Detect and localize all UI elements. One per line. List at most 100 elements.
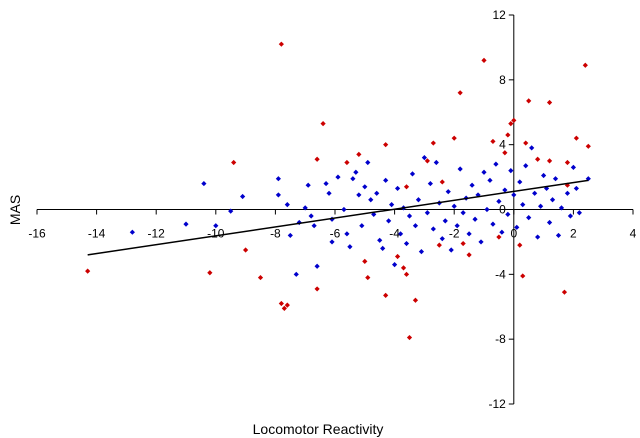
data-point-series-1 xyxy=(394,253,401,260)
data-point-series-1 xyxy=(505,132,511,138)
data-point-series-2 xyxy=(397,231,404,237)
data-point-series-2 xyxy=(511,192,517,198)
data-point-series-2 xyxy=(344,231,350,237)
data-point-series-2 xyxy=(368,197,374,203)
data-point-series-2 xyxy=(406,213,413,219)
data-point-series-1 xyxy=(535,156,541,162)
data-point-series-2 xyxy=(520,202,526,208)
y-tick-label: -4 xyxy=(495,267,506,281)
data-point-series-1 xyxy=(314,156,320,162)
x-axis-title: Locomotor Reactivity xyxy=(253,421,384,437)
data-point-series-2 xyxy=(558,205,565,211)
data-point-series-1 xyxy=(517,242,523,248)
data-point-series-2 xyxy=(517,179,523,185)
data-point-series-2 xyxy=(284,202,290,208)
data-point-series-2 xyxy=(374,190,380,196)
data-point-series-2 xyxy=(526,215,532,221)
data-point-series-1 xyxy=(546,99,553,106)
data-point-series-2 xyxy=(529,145,535,151)
data-point-series-1 xyxy=(231,159,237,166)
data-point-series-2 xyxy=(380,245,386,251)
data-point-series-1 xyxy=(281,305,287,311)
data-point-series-2 xyxy=(335,174,341,180)
data-point-series-1 xyxy=(257,274,264,281)
data-point-series-2 xyxy=(445,189,451,195)
x-tick-label: 0 xyxy=(510,227,517,241)
x-tick-label: -10 xyxy=(207,227,225,241)
data-point-series-2 xyxy=(383,177,389,183)
data-point-series-2 xyxy=(403,240,410,247)
data-point-series-2 xyxy=(287,232,293,239)
data-point-series-2 xyxy=(564,190,571,196)
data-point-series-1 xyxy=(383,292,389,299)
data-point-series-1 xyxy=(406,334,413,341)
data-point-series-1 xyxy=(207,270,213,276)
data-point-series-2 xyxy=(493,161,499,167)
data-point-series-1 xyxy=(356,151,362,157)
x-tick-label: 4 xyxy=(630,227,637,241)
data-point-series-2 xyxy=(549,197,556,203)
data-point-series-2 xyxy=(183,221,189,227)
data-point-series-2 xyxy=(353,169,359,175)
data-point-series-2 xyxy=(487,177,493,183)
data-point-series-1 xyxy=(526,98,532,104)
data-point-series-2 xyxy=(466,231,472,237)
data-point-series-2 xyxy=(323,180,329,187)
data-point-series-1 xyxy=(278,41,284,47)
data-point-series-2 xyxy=(442,218,448,224)
data-point-series-1 xyxy=(439,179,445,185)
data-point-series-2 xyxy=(347,244,353,250)
data-point-series-2 xyxy=(129,229,135,235)
data-point-series-2 xyxy=(433,159,439,166)
data-point-series-1 xyxy=(457,90,463,96)
data-point-series-2 xyxy=(499,229,505,235)
data-point-series-2 xyxy=(311,223,317,229)
data-point-series-2 xyxy=(275,192,281,198)
data-point-series-1 xyxy=(314,286,320,292)
y-tick-label: -8 xyxy=(495,332,506,346)
tick-labels: -16 -14 -12 -10 -8 -6 -4 -2 0 2 4 12 8 4 0 -4 -8 -12 xyxy=(28,8,636,411)
data-point-series-2 xyxy=(240,193,246,200)
data-point-series-2 xyxy=(228,208,234,214)
axes xyxy=(36,14,634,405)
x-tick-label: 2 xyxy=(570,227,577,241)
data-point-series-1 xyxy=(383,142,389,148)
data-point-series-1 xyxy=(502,150,508,156)
data-point-series-2 xyxy=(394,185,401,192)
data-point-series-2 xyxy=(439,236,445,242)
data-point-series-2 xyxy=(469,182,475,188)
x-tick-label: -8 xyxy=(270,227,281,241)
data-point-series-1 xyxy=(243,247,249,253)
data-point-series-1 xyxy=(508,120,514,127)
y-tick-label: 4 xyxy=(499,138,506,152)
data-point-series-2 xyxy=(460,210,466,216)
data-point-series-2 xyxy=(472,216,478,222)
data-point-series-1 xyxy=(460,240,466,247)
data-point-series-2 xyxy=(412,223,419,229)
data-point-series-1 xyxy=(320,120,326,127)
data-point-series-2 xyxy=(496,198,502,204)
data-point-series-2 xyxy=(424,210,430,216)
data-point-series-2 xyxy=(555,232,562,239)
data-point-series-1 xyxy=(496,234,502,240)
data-point-series-2 xyxy=(543,185,550,192)
data-point-series-2 xyxy=(532,190,538,196)
data-point-series-2 xyxy=(505,211,511,217)
data-point-series-2 xyxy=(386,218,392,224)
data-point-series-2 xyxy=(305,182,311,188)
y-tick-label: 8 xyxy=(499,73,506,87)
data-point-series-1 xyxy=(523,140,529,146)
x-tick-label: -4 xyxy=(389,227,400,241)
data-point-series-2 xyxy=(552,176,559,182)
data-point-series-2 xyxy=(541,172,547,179)
data-point-series-2 xyxy=(514,224,520,230)
data-point-series-2 xyxy=(430,226,436,232)
data-point-series-1 xyxy=(436,242,442,248)
data-point-series-2 xyxy=(341,206,347,213)
data-point-series-2 xyxy=(302,205,308,211)
data-point-series-2 xyxy=(275,176,281,182)
data-point-series-1 xyxy=(85,268,91,274)
data-point-series-1 xyxy=(573,135,579,141)
data-point-series-2 xyxy=(359,223,365,229)
